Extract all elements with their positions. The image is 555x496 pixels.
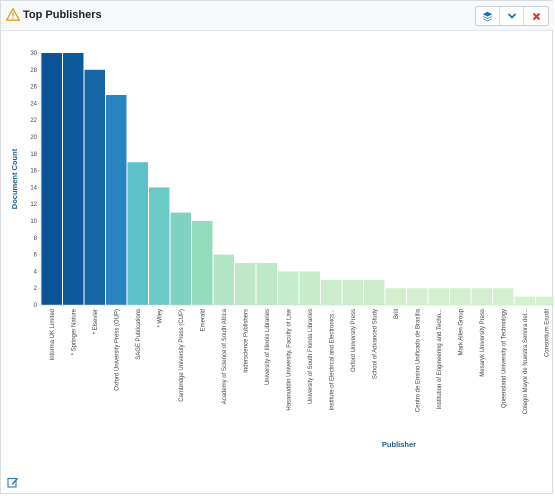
bar[interactable] (84, 69, 106, 305)
warning-icon (6, 8, 20, 21)
y-tick-label: 30 (30, 51, 37, 57)
y-tick-label: 16 (30, 169, 37, 175)
close-icon (532, 12, 540, 20)
bar[interactable] (407, 288, 428, 305)
close-button[interactable] (524, 7, 548, 25)
y-axis-title: Document Count (10, 148, 19, 209)
y-tick-label: 26 (30, 85, 37, 91)
x-tick-label: Oxford University Press (351, 309, 357, 372)
bar[interactable] (278, 271, 299, 305)
chevron-down-icon (507, 13, 516, 19)
x-tick-label: Consortium Erudit (544, 309, 550, 357)
x-tick-label: Mark Allen Group (458, 308, 464, 355)
x-tick-label: Informa UK Limited (50, 309, 56, 360)
y-tick-label: 4 (34, 269, 38, 275)
y-tick-label: 8 (34, 236, 38, 242)
layers-icon (482, 11, 493, 21)
bar[interactable] (299, 271, 321, 305)
x-tick-label: Inderscience Publishers (243, 309, 249, 373)
bar[interactable] (364, 279, 385, 305)
y-tick-label: 6 (34, 253, 38, 259)
bar[interactable] (385, 288, 407, 305)
bar-series (41, 53, 554, 305)
x-tick-label: Cambridge University Press (CUP) (179, 309, 185, 402)
x-tick-label: Institution of Engineering and Techn... (437, 309, 443, 410)
x-tick-label: Institute of Electrical and Electronics.… (329, 309, 335, 411)
bar[interactable] (321, 279, 342, 305)
y-tick-label: 10 (30, 219, 37, 225)
panel-header: Top Publishers (1, 1, 554, 31)
bar[interactable] (428, 288, 450, 305)
x-tick-label: University of Illinois Libraries (265, 309, 271, 385)
bar[interactable] (256, 263, 278, 305)
bar[interactable] (127, 162, 149, 305)
x-tick-label: Centro de Ensino Unificado de Brasília (415, 308, 421, 412)
y-tick-label: 18 (30, 152, 37, 158)
x-tick-label: * Wiley (157, 309, 163, 328)
bar[interactable] (342, 279, 364, 305)
panel-title: Top Publishers (23, 9, 102, 21)
y-tick-label: 28 (30, 68, 37, 74)
x-tick-label: Mesaryk University Press (480, 309, 486, 377)
bar[interactable] (149, 187, 170, 305)
y-tick-label: 12 (30, 202, 37, 208)
bar[interactable] (235, 263, 256, 305)
y-tick-label: 24 (30, 101, 37, 107)
bar[interactable] (192, 221, 213, 305)
x-axis-ticks: Informa UK Limited * Springer Nature * Els… (50, 308, 551, 414)
x-tick-label: Colegio Mayor de Nuestra Senora del... (523, 309, 529, 415)
x-tick-label: Hasanuddin University, Faculty of Law (286, 308, 292, 410)
bar[interactable] (170, 212, 192, 305)
bar[interactable] (41, 53, 63, 305)
bar[interactable] (493, 288, 514, 305)
x-tick-label: School of Advanced Study (372, 309, 378, 379)
x-tick-label: SAGE Publications (136, 309, 142, 360)
bar[interactable] (450, 288, 471, 305)
bar[interactable] (536, 296, 554, 305)
x-tick-label: * Springer Nature (71, 308, 77, 355)
edit-icon[interactable] (7, 476, 19, 488)
x-tick-label: Queensland University of Technology (501, 309, 507, 408)
bar[interactable] (63, 53, 84, 305)
x-tick-label: Brill (394, 309, 400, 319)
bar[interactable] (106, 95, 127, 305)
x-axis-title: Publisher (382, 440, 416, 449)
bar[interactable] (471, 288, 493, 305)
collapse-button[interactable] (500, 7, 524, 25)
bar[interactable] (514, 296, 536, 305)
x-tick-label: Emerald (200, 309, 206, 331)
x-tick-label: * Elsevier (93, 309, 99, 334)
x-tick-label: University of South Florida Libraries (308, 309, 314, 404)
panel-toolbar (475, 6, 549, 26)
y-tick-label: 22 (30, 118, 37, 124)
layers-button[interactable] (476, 7, 500, 25)
y-tick-label: 2 (34, 286, 38, 292)
y-tick-label: 14 (30, 185, 37, 191)
x-tick-label: Academy of Science of South Africa (222, 308, 228, 404)
y-tick-label: 0 (34, 303, 38, 309)
x-tick-label: Oxford University Press (OUP) (114, 309, 120, 391)
y-tick-label: 20 (30, 135, 37, 141)
bar[interactable] (213, 254, 235, 305)
